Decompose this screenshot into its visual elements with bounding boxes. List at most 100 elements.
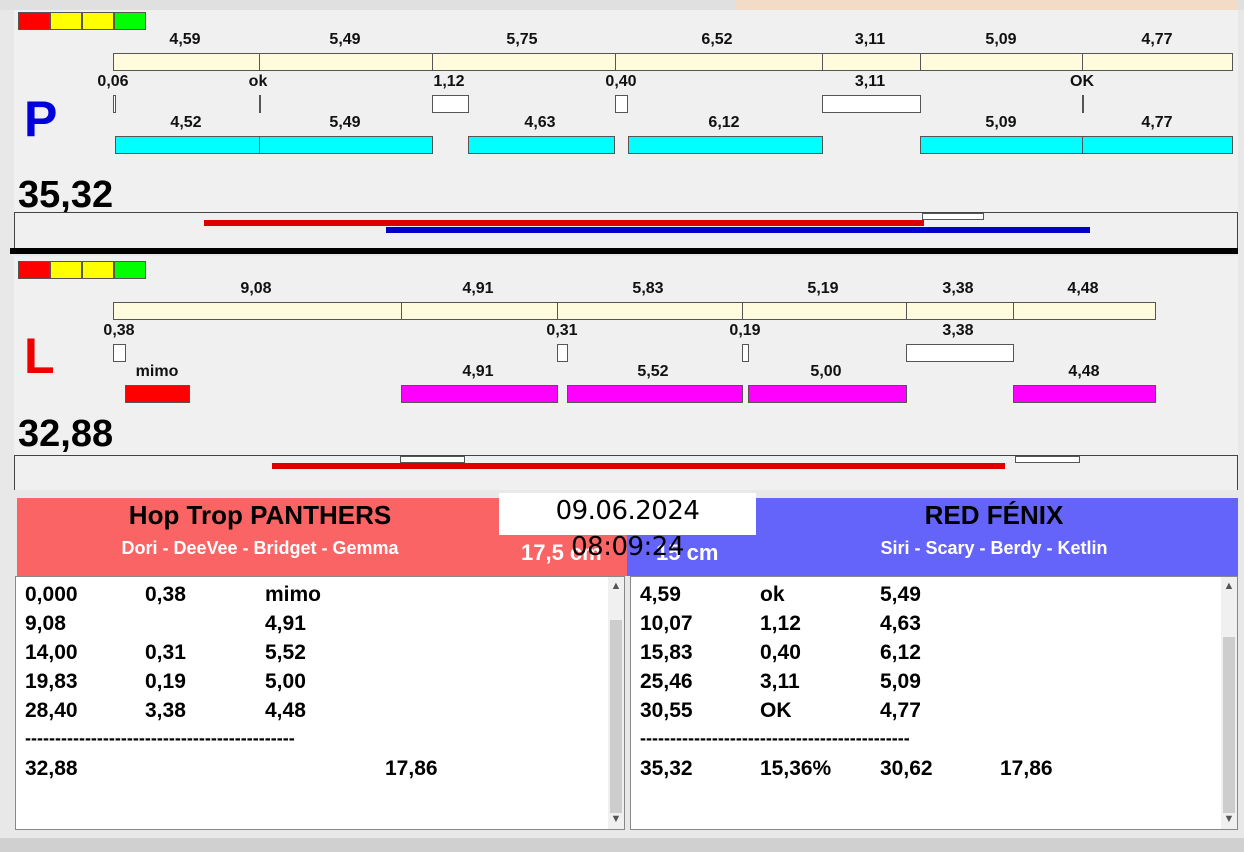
p-mid-label-3: 1,12 [433,73,465,90]
l-mid-box-2 [557,344,568,362]
p-bot-seg-5 [920,136,1083,154]
scroll-up-icon[interactable]: ▲ [1223,580,1235,592]
l-bot-seg-3 [567,385,743,403]
p-top-label-2: 5,49 [329,31,361,48]
l-bot-label-3: 5,52 [637,363,669,380]
list-right-row-4-col-2: 3,11 [760,670,800,693]
list-right-separator: ----------------------------------------… [640,728,910,748]
list-left-row-2-col-1: 9,08 [25,612,66,635]
l-top-label-1: 9,08 [240,280,272,297]
p-track-red-bar [204,220,924,226]
legend-yellow-1 [50,12,82,30]
list-right-scrollbar[interactable]: ▲ ▼ [1221,577,1237,829]
list-left-row-3-col-3: 5,52 [265,641,306,664]
legend-yellow-1 [50,261,82,279]
p-bot-label-1: 4,52 [170,114,202,131]
l-track [14,455,1238,490]
p-top-seg-5 [822,53,921,71]
scroll-thumb[interactable] [1223,637,1235,813]
l-mid-label-4: 3,38 [942,322,974,339]
list-left-row-1-col-3: mimo [265,583,322,606]
list-right-row-3-col-1: 15,83 [640,641,693,664]
list-left-row-1-col-1: 0,000 [25,583,78,606]
lane-l-total: 32,88 [18,413,114,455]
list-right-row-1-col-3: 5,49 [880,583,921,606]
p-top-seg-1 [113,53,260,71]
list-right-row-3-col-3: 6,12 [880,641,921,664]
l-mid-box-1 [113,344,126,362]
p-top-seg-4 [615,53,823,71]
l-mid-label-3: 0,19 [729,322,761,339]
legend-red [18,12,50,30]
list-right-row-5-col-2: OK [760,699,792,722]
p-mid-box-1 [113,95,116,113]
datetime-display: 09.06.2024 08:09:24 [499,493,756,562]
list-right-row-1-col-1: 4,59 [640,583,681,606]
bottom-strip [0,838,1244,852]
list-left-row-3-col-2: 0,31 [145,641,186,664]
l-track-red-bar [272,463,1005,469]
p-track [14,212,1238,248]
team-left-name: Hop Trop PANTHERS [128,500,392,530]
l-track-marker-1 [400,456,465,463]
scroll-down-icon[interactable]: ▼ [610,813,622,825]
scroll-thumb[interactable] [610,620,622,813]
team-right-name: RED FÉNIX [924,500,1064,530]
p-mid-box-3 [432,95,469,113]
list-left[interactable]: 0,000 0,38 mimo 9,08 4,91 14,00 0,31 5,5… [15,576,625,830]
p-bot-seg-3 [468,136,615,154]
list-right-row-4-col-3: 5,09 [880,670,921,693]
top-accent-bar [736,0,1238,12]
l-track-marker-2 [1015,456,1080,463]
list-left-summary-1: 32,88 [25,757,78,780]
l-mid-box-4 [906,344,1014,362]
legend-yellow-2 [82,12,114,30]
list-right-row-2-col-3: 4,63 [880,612,921,635]
l-top-label-5: 3,38 [942,280,974,297]
p-top-seg-6 [920,53,1083,71]
list-right-row-2-col-2: 1,12 [760,612,801,635]
l-top-label-3: 5,83 [632,280,664,297]
p-mid-box-5 [822,95,921,113]
p-mid-label-6: OK [1070,73,1094,90]
p-bot-label-3: 4,63 [524,114,556,131]
p-top-label-3: 5,75 [506,31,538,48]
p-bot-seg-1 [115,136,260,154]
list-right-row-2-col-1: 10,07 [640,612,693,635]
p-top-label-7: 4,77 [1141,31,1173,48]
list-left-row-5-col-1: 28,40 [25,699,78,722]
lane-l-panel: 9,08 4,91 5,83 5,19 3,38 4,48 0,38 0,31 … [14,256,1238,490]
list-right-summary-3: 30,62 [880,757,933,780]
l-top-seg-6 [1013,302,1156,320]
list-right-row-5-col-3: 4,77 [880,699,921,722]
list-right-summary-4: 17,86 [1000,757,1053,780]
p-mid-box-2 [259,95,261,113]
p-top-label-4: 6,52 [701,31,733,48]
list-right-row-3-col-2: 0,40 [760,641,801,664]
list-left-row-2-col-3: 4,91 [265,612,306,635]
scroll-up-icon[interactable]: ▲ [610,580,622,592]
l-bot-seg-5 [1013,385,1156,403]
l-bot-label-4: 5,00 [810,363,842,380]
l-top-seg-3 [557,302,743,320]
l-top-label-4: 5,19 [807,280,839,297]
legend-yellow-2 [82,261,114,279]
p-track-blue-bar [386,227,1090,233]
team-right-members: Siri - Scary - Berdy - Ketlin [880,538,1108,558]
l-mid-label-1: 0,38 [103,322,135,339]
p-track-marker [922,213,984,220]
p-top-label-6: 5,09 [985,31,1017,48]
p-mid-box-4 [615,95,628,113]
l-bot-seg-4 [748,385,907,403]
list-right[interactable]: 4,59 ok 5,49 10,07 1,12 4,63 15,83 0,40 … [630,576,1238,830]
p-mid-label-1: 0,06 [97,73,129,90]
legend-red [18,261,50,279]
list-left-row-3-col-1: 14,00 [25,641,78,664]
team-left-measure: 17,5 cm [521,540,602,565]
l-top-label-2: 4,91 [462,280,494,297]
list-left-scrollbar[interactable]: ▲ ▼ [608,577,624,829]
p-bot-label-2: 5,49 [329,114,361,131]
scroll-down-icon[interactable]: ▼ [1223,813,1235,825]
p-mid-label-4: 0,40 [605,73,637,90]
p-top-seg-3 [432,53,616,71]
